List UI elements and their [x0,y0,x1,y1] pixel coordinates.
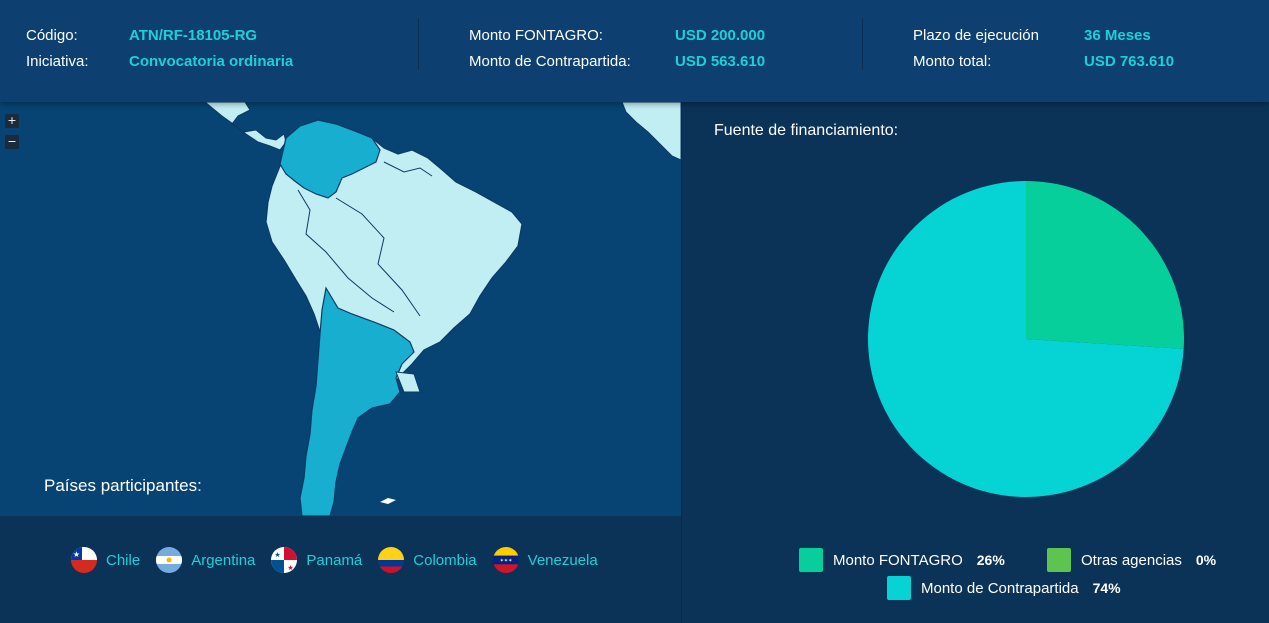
country-name: Panamá [306,551,363,569]
financing-panel: Fuente de financiamiento: Monto FONTAGRO… [682,102,1269,623]
country-name: Colombia [413,551,477,569]
monto-contrapartida-value: USD 563.610 [675,52,766,70]
svg-text:✶✶✶: ✶✶✶ [499,558,512,564]
svg-text:★: ★ [73,550,80,559]
legend-percent: 0% [1195,552,1217,568]
country-item-chile[interactable]: ★ Chile [71,547,140,573]
central-america-shape [204,102,287,151]
country-item-panama[interactable]: ★ ★ Panamá [271,547,362,573]
panama-flag-icon: ★ ★ [271,547,298,573]
monto-total-value: USD 763.610 [1084,52,1175,70]
legend-percent: 26% [976,552,1005,568]
legend-swatch [1047,548,1071,572]
header-col-3: Plazo de ejecución 36 Meses Monto total: U… [913,22,1174,74]
country-name: Argentina [191,551,256,569]
uruguay-shape [395,371,421,393]
iniciativa-label: Iniciativa: [26,52,89,70]
colombia-venezuela-shape [279,119,381,199]
border-lines [383,161,433,177]
zoom-out-button[interactable]: − [5,135,19,149]
legend-label: Monto FONTAGRO [833,551,963,569]
countries-list: ★ Chile Argentina ★ ★ Panamá Colombia [71,547,614,573]
monto-fontagro-label: Monto FONTAGRO: [469,26,603,44]
country-item-argentina[interactable]: Argentina [156,547,255,573]
svg-text:★: ★ [288,564,294,572]
country-name: Venezuela [527,551,598,569]
header-divider [862,18,863,70]
country-name: Chile [106,551,141,569]
monto-fontagro-value: USD 200.000 [675,26,766,44]
project-header: Código: ATN/RF-18105-RG Iniciativa: Convoc… [0,0,1269,102]
iniciativa-value: Convocatoria ordinaria [129,52,294,70]
header-divider [418,18,419,70]
codigo-label: Código: [26,26,78,44]
argentina-flag-icon [156,547,183,573]
country-item-colombia[interactable]: Colombia [378,547,477,573]
chile-argentina-shape [299,286,415,516]
financing-pie-chart[interactable] [867,180,1185,498]
financing-title: Fuente de financiamiento: [714,122,899,139]
venezuela-flag-icon: ✶✶✶ [492,547,519,573]
south-america-map[interactable]: + − Países participantes: [0,102,681,516]
svg-text:★: ★ [275,551,281,559]
legend-swatch [887,576,911,600]
map-svg[interactable] [0,102,681,516]
plazo-label: Plazo de ejecución [913,26,1039,44]
plazo-value: 36 Meses [1084,26,1151,44]
legend-item-contrapartida[interactable]: Monto de Contrapartida 74% [887,576,1121,600]
border-lines [335,197,421,317]
legend-label: Otras agencias [1081,551,1182,569]
legend-percent: 74% [1092,580,1121,596]
monto-contrapartida-label: Monto de Contrapartida: [469,52,631,70]
falklands-shape [380,498,396,504]
country-item-venezuela[interactable]: ✶✶✶ Venezuela [492,547,598,573]
panel-divider [681,102,682,623]
monto-total-label: Monto total: [913,52,992,70]
zoom-in-button[interactable]: + [5,114,19,128]
pie-slice-monto-de-contrapartida[interactable] [868,180,1184,497]
legend-label: Monto de Contrapartida [921,579,1079,597]
header-col-1: Código: ATN/RF-18105-RG Iniciativa: Convoc… [26,22,293,74]
paises-title: Países participantes: [44,476,202,495]
legend-swatch [799,548,823,572]
countries-panel: + − Países participantes: ★ Chile Argent… [0,102,681,623]
border-lines [297,189,395,313]
legend-item-fontagro[interactable]: Monto FONTAGRO 26% [799,548,1005,572]
legend-item-otras[interactable]: Otras agencias 0% [1047,548,1216,572]
codigo-value: ATN/RF-18105-RG [129,26,258,44]
colombia-flag-icon [378,547,405,573]
chile-flag-icon: ★ [71,547,97,573]
africa-fragment-shape [621,102,681,161]
pie-slice-monto-fontagro[interactable] [1026,181,1184,349]
header-col-2: Monto FONTAGRO: USD 200.000 Monto de Cont… [469,22,765,74]
